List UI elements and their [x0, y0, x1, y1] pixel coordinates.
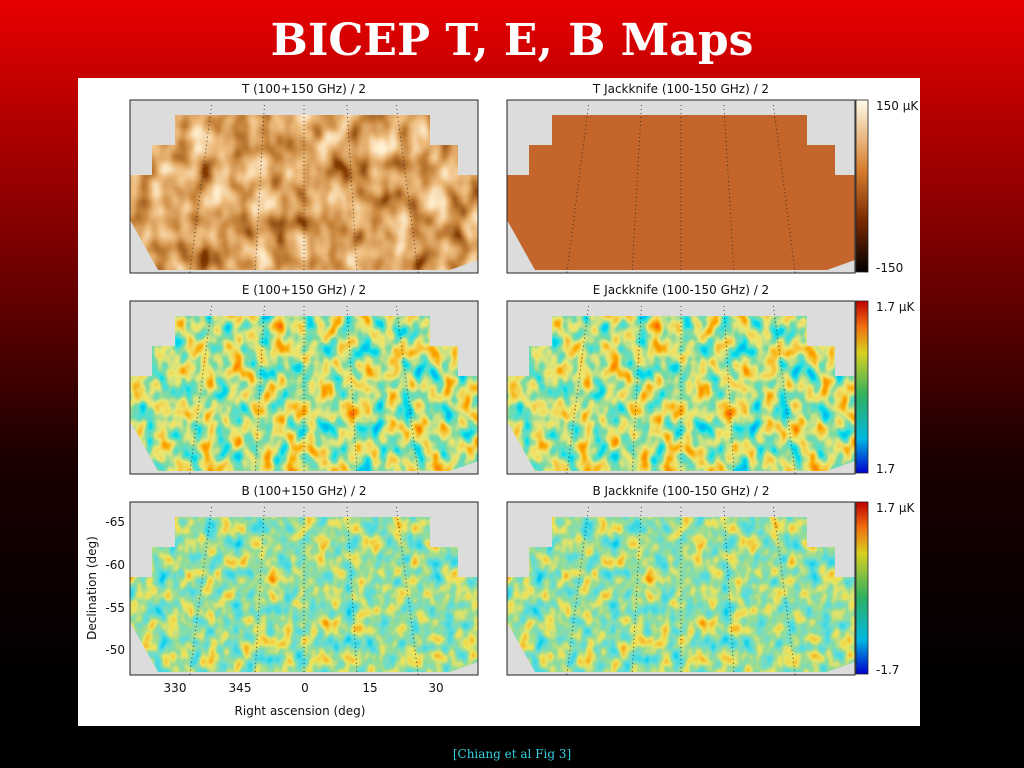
- meridian: [346, 506, 358, 676]
- panel-title: E (100+150 GHz) / 2: [242, 283, 366, 297]
- x-tick-label: 30: [428, 681, 443, 695]
- colorbar-max: 1.7 µK: [876, 300, 916, 314]
- map-panel: [506, 501, 856, 676]
- slide-title: BICEP T, E, B Maps: [271, 15, 754, 66]
- meridian: [566, 305, 589, 475]
- y-axis-label: Declination (deg): [85, 536, 99, 640]
- y-tick-label: -65: [105, 515, 125, 529]
- colorbar: [855, 501, 869, 675]
- colorbar: [855, 99, 869, 273]
- citation: [Chiang et al Fig 3]: [453, 747, 571, 761]
- map-frame: [129, 501, 479, 676]
- colorbar-max: 150 µK: [876, 99, 919, 113]
- x-tick-label: 0: [301, 681, 309, 695]
- sky-map: [130, 316, 478, 471]
- meridian: [723, 506, 735, 676]
- panels: T (100+150 GHz) / 2 T Jackknife (100-150 …: [105, 82, 919, 695]
- x-tick-label: 330: [164, 681, 187, 695]
- panel-title: T (100+150 GHz) / 2: [241, 82, 366, 96]
- panel-title: B Jackknife (100-150 GHz) / 2: [592, 484, 769, 498]
- map-texture: [130, 115, 478, 270]
- meridian: [396, 305, 419, 475]
- sky-map: [507, 316, 855, 471]
- y-tick-label: -55: [105, 601, 125, 615]
- y-tick-label: -50: [105, 643, 125, 657]
- map-panel: [129, 501, 479, 676]
- map-frame: [129, 300, 479, 475]
- meridian: [254, 305, 265, 475]
- x-axis-label: Right ascension (deg): [235, 704, 366, 718]
- map-panel: [506, 300, 856, 475]
- map-frame: [506, 99, 856, 274]
- panel-title: B (100+150 GHz) / 2: [241, 484, 366, 498]
- sky-map: [507, 517, 855, 672]
- meridian: [631, 506, 642, 676]
- meridian: [566, 104, 589, 274]
- map-texture: [507, 517, 855, 672]
- y-tick-label: -60: [105, 558, 125, 572]
- meridian: [396, 506, 419, 676]
- meridian: [346, 305, 358, 475]
- map-texture: [130, 517, 478, 672]
- meridian: [631, 104, 642, 274]
- meridian: [566, 506, 589, 676]
- sky-map: [507, 115, 855, 270]
- meridian: [346, 104, 358, 274]
- meridian: [631, 305, 642, 475]
- sky-map: [130, 517, 478, 672]
- sky-map: [130, 115, 478, 270]
- map-texture: [130, 316, 478, 471]
- meridian: [254, 104, 265, 274]
- map-panel: [506, 99, 856, 274]
- meridian: [773, 506, 796, 676]
- map-texture: [507, 115, 855, 270]
- meridian: [254, 506, 265, 676]
- meridian: [396, 104, 419, 274]
- map-frame: [129, 99, 479, 274]
- panel-title: T Jackknife (100-150 GHz) / 2: [592, 82, 769, 96]
- colorbar-min: 1.7: [876, 462, 895, 476]
- x-tick-label: 15: [362, 681, 377, 695]
- meridian: [773, 305, 796, 475]
- meridian: [189, 305, 212, 475]
- panel-title: E Jackknife (100-150 GHz) / 2: [593, 283, 769, 297]
- colorbar-max: 1.7 µK: [876, 501, 916, 515]
- map-texture: [507, 316, 855, 471]
- meridian: [723, 305, 735, 475]
- colorbar: [855, 300, 869, 474]
- colorbar-min: -150: [876, 261, 903, 275]
- meridian: [773, 104, 796, 274]
- colorbar-min: -1.7: [876, 663, 899, 677]
- meridian: [723, 104, 735, 274]
- meridian: [189, 104, 212, 274]
- map-frame: [506, 300, 856, 475]
- map-panel: [129, 99, 479, 274]
- meridian: [189, 506, 212, 676]
- x-tick-label: 345: [229, 681, 252, 695]
- map-panel: [129, 300, 479, 475]
- map-frame: [506, 501, 856, 676]
